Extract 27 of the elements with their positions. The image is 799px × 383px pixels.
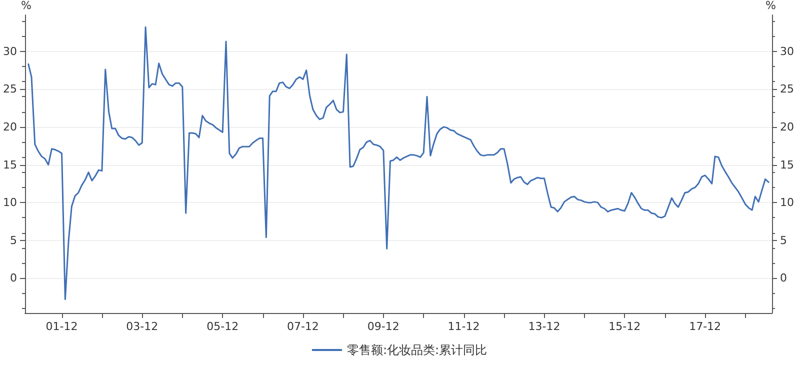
y2-tick-label: 10 bbox=[780, 196, 794, 210]
x-tick-label: 11-12 bbox=[448, 320, 480, 333]
y2-tick-label: 15 bbox=[780, 158, 794, 172]
y-tick-label: 5 bbox=[10, 234, 17, 247]
y-tick-label: 15 bbox=[3, 158, 17, 172]
y-tick-label: 20 bbox=[3, 120, 17, 134]
y2-tick-label: 25 bbox=[780, 82, 794, 96]
x-tick-label: 13-12 bbox=[528, 320, 560, 333]
y2-tick-label: 20 bbox=[780, 120, 794, 134]
line-series bbox=[28, 26, 770, 300]
x-tick-label: 09-12 bbox=[367, 320, 400, 333]
legend-label: 零售额:化妆品类:累计同比 bbox=[346, 343, 488, 357]
y-tick-label: 10 bbox=[3, 196, 17, 210]
x-tick-label: 01-12 bbox=[46, 320, 78, 333]
x-tick-label: 15-12 bbox=[608, 320, 641, 333]
x-tick-label: 05-12 bbox=[206, 320, 239, 333]
y-tick-label: 0 bbox=[10, 272, 17, 285]
y2-axis-title: % bbox=[766, 0, 776, 12]
y-axis-title: % bbox=[21, 0, 32, 12]
y2-tick-label: 5 bbox=[780, 234, 787, 247]
y-tick-label: 30 bbox=[3, 44, 17, 58]
y2-tick-label: 30 bbox=[780, 44, 794, 58]
y-tick-label: 25 bbox=[3, 82, 17, 96]
x-tick-label: 07-12 bbox=[286, 320, 319, 333]
x-tick-label: 03-12 bbox=[126, 320, 158, 333]
y2-tick-label: 0 bbox=[780, 272, 787, 285]
x-tick-label: 17-12 bbox=[689, 320, 722, 333]
